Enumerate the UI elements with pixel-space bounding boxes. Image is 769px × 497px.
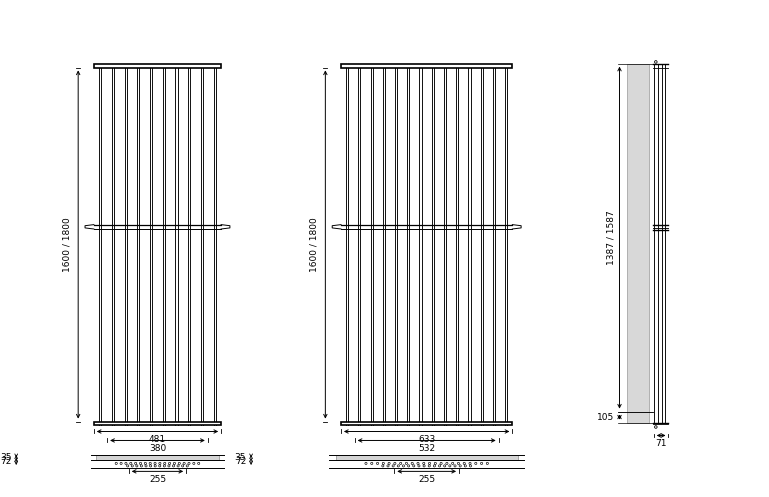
- Bar: [341, 421, 512, 425]
- Text: 35: 35: [0, 453, 12, 462]
- Text: 255: 255: [418, 475, 435, 485]
- Text: 1387 / 1587: 1387 / 1587: [607, 210, 616, 265]
- Bar: [341, 64, 512, 68]
- Text: 481: 481: [149, 435, 166, 444]
- Text: 1600 / 1800: 1600 / 1800: [62, 217, 72, 272]
- Text: 255: 255: [149, 475, 166, 485]
- Text: 71: 71: [655, 439, 667, 448]
- Bar: [94, 421, 221, 425]
- Bar: [335, 455, 518, 460]
- Bar: [95, 455, 219, 460]
- Text: 72: 72: [235, 457, 246, 466]
- Text: 380: 380: [149, 444, 166, 453]
- Text: 1600 / 1800: 1600 / 1800: [309, 217, 318, 272]
- Text: 633: 633: [418, 435, 435, 444]
- Text: 35: 35: [235, 453, 246, 462]
- Bar: [94, 64, 221, 68]
- Bar: [628, 64, 649, 422]
- Text: 72: 72: [0, 457, 12, 466]
- Text: 105: 105: [598, 413, 614, 421]
- Text: 532: 532: [418, 444, 435, 453]
